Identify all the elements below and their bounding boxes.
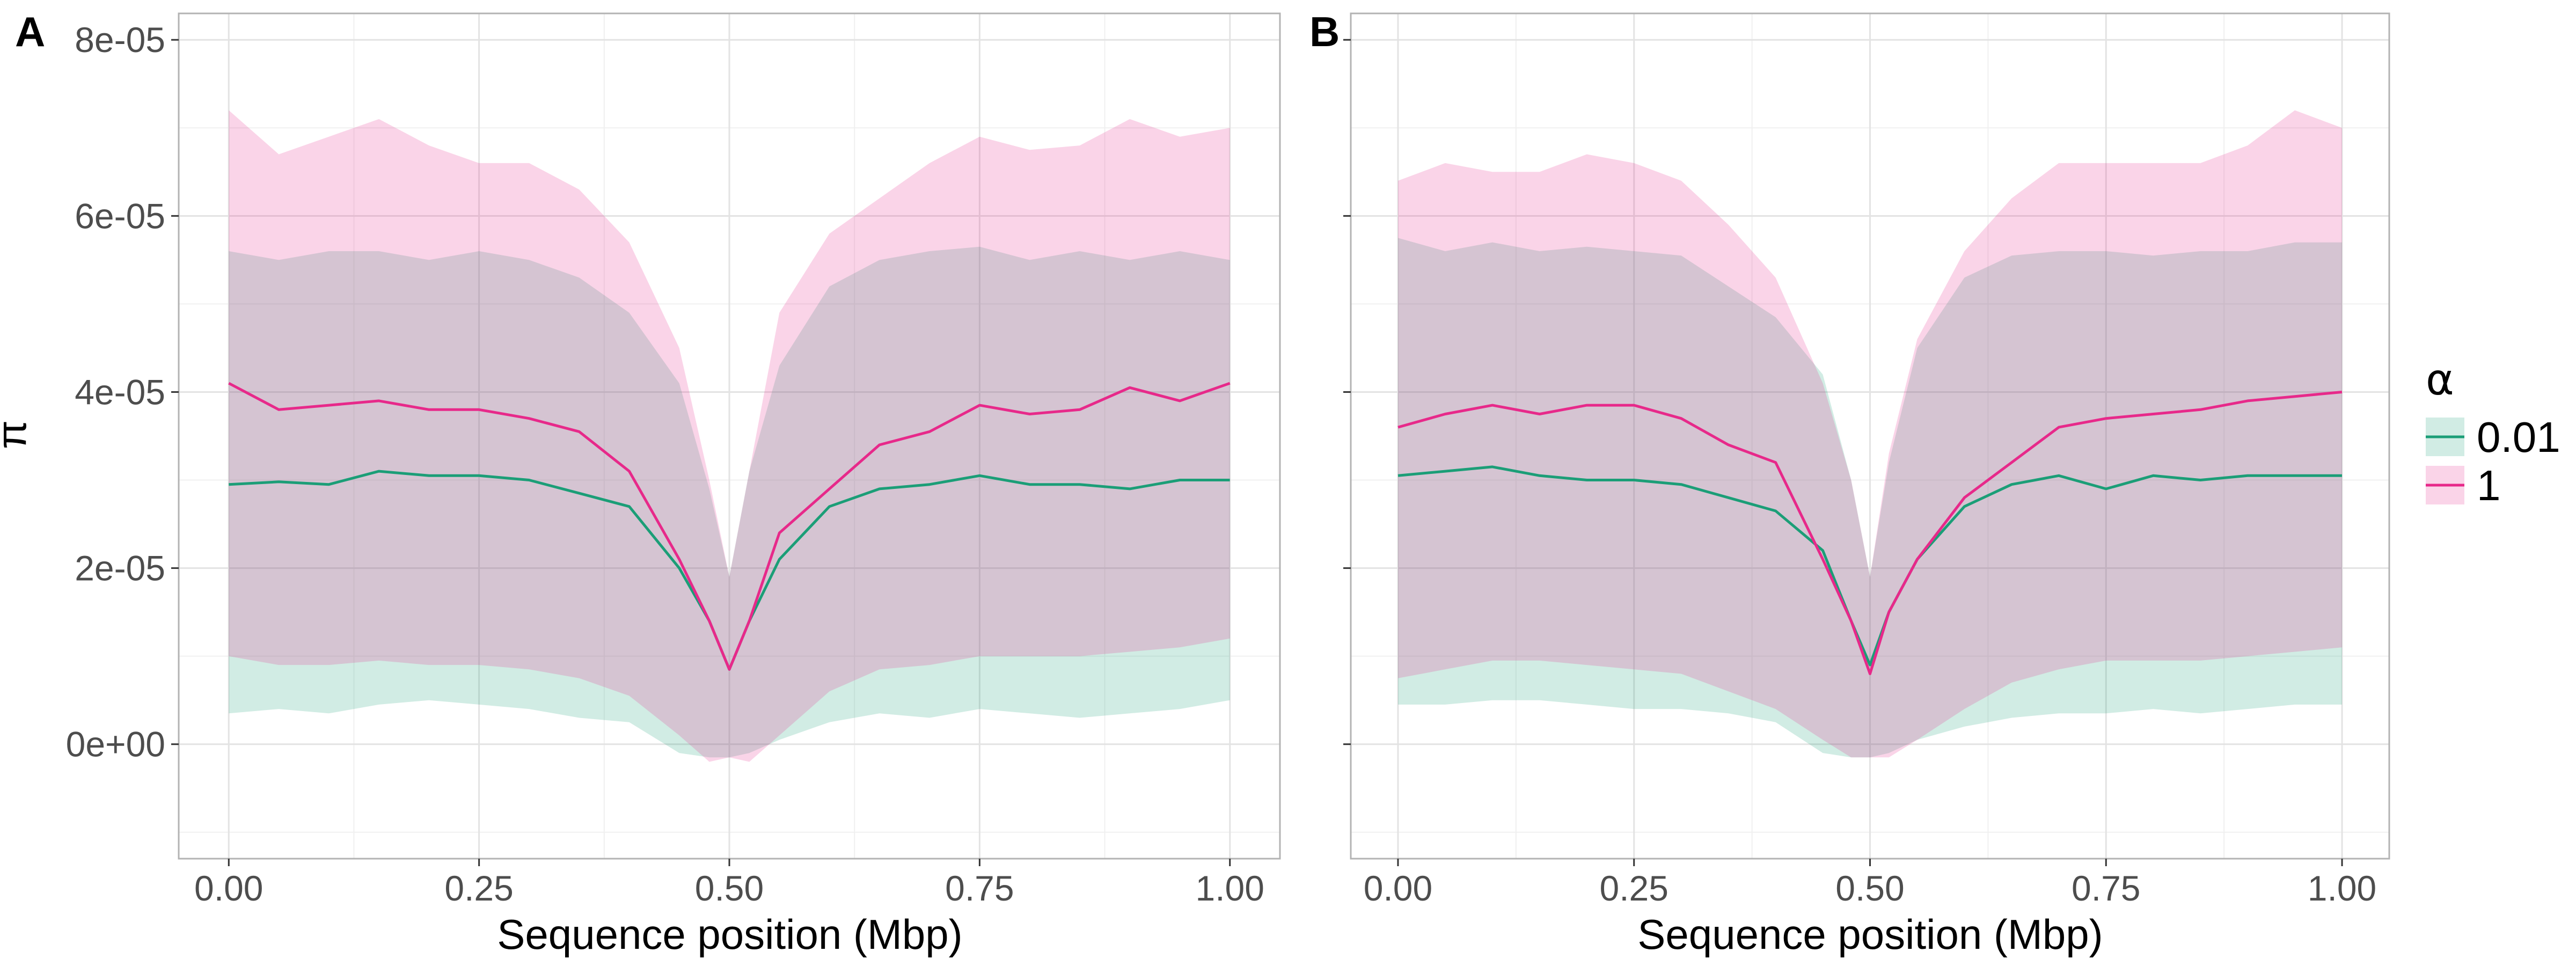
panel-a-tag: A: [15, 8, 45, 55]
panel-b-x-tick-label: 0.25: [1599, 868, 1668, 908]
panel-b-ribbon-1: [1398, 110, 2342, 758]
panel-a: 0.00 0.25 0.50 0.75 1.00 0e+00 2e-05 4e-05 6e-05…: [0, 8, 1281, 958]
panel-a-y-tick-label: 0e+00: [66, 724, 165, 764]
panel-b-x-axis-title: Sequence position (Mbp): [1637, 911, 2103, 958]
panel-b-x-tick-label: 1.00: [2308, 868, 2376, 908]
panel-a-line-1: [228, 382, 1231, 671]
legend-entry-0-01[interactable]: 0.01: [2426, 413, 2560, 461]
panel-b-x-tick-label: 0.75: [2072, 868, 2140, 908]
legend-entry-1[interactable]: 1: [2426, 462, 2501, 509]
panel-b-x-tick-label: 0.50: [1835, 868, 1904, 908]
panel-b-x-tick-label: 0.00: [1364, 868, 1432, 908]
panel-a-x-tick-label: 0.75: [945, 868, 1014, 908]
panel-b-tag: B: [1309, 8, 1340, 55]
legend-label-1: 1: [2477, 462, 2501, 509]
panel-b-ribbon-0-01: [1398, 238, 2342, 758]
panel-a-y-tick-label: 2e-05: [75, 548, 165, 588]
panel-b-plot-area: 0.00 0.25 0.50 0.75 1.00: [1343, 12, 2390, 908]
panel-a-y-axis-title: π: [0, 420, 35, 449]
panel-a-x-tick-label: 0.00: [194, 868, 263, 908]
legend-title: α: [2426, 355, 2454, 405]
panel-a-y-tick-label: 6e-05: [75, 196, 165, 236]
panel-b-line-1: [1397, 391, 2343, 675]
legend: α 0.01 1: [2426, 355, 2560, 509]
panel-a-ribbon-1: [229, 110, 1230, 762]
panel-a-x-tick-label: 1.00: [1195, 868, 1264, 908]
panel-a-x-axis-title: Sequence position (Mbp): [497, 911, 962, 958]
panel-b-line-0-01: [1397, 465, 2342, 667]
panel-a-ribbon-0-01: [229, 246, 1230, 758]
panel-a-plot-area: 0.00 0.25 0.50 0.75 1.00 0e+00 2e-05 4e-05 6e-05…: [66, 12, 1281, 908]
legend-label-0-01: 0.01: [2477, 413, 2560, 461]
panel-a-y-tick-label: 8e-05: [75, 20, 165, 60]
panel-a-y-tick-label: 4e-05: [75, 372, 165, 412]
panel-a-x-tick-label: 0.25: [444, 868, 513, 908]
panel-a-x-tick-label: 0.50: [695, 868, 764, 908]
panel-b: 0.00 0.25 0.50 0.75 1.00 B Sequence position…: [1309, 8, 2390, 958]
